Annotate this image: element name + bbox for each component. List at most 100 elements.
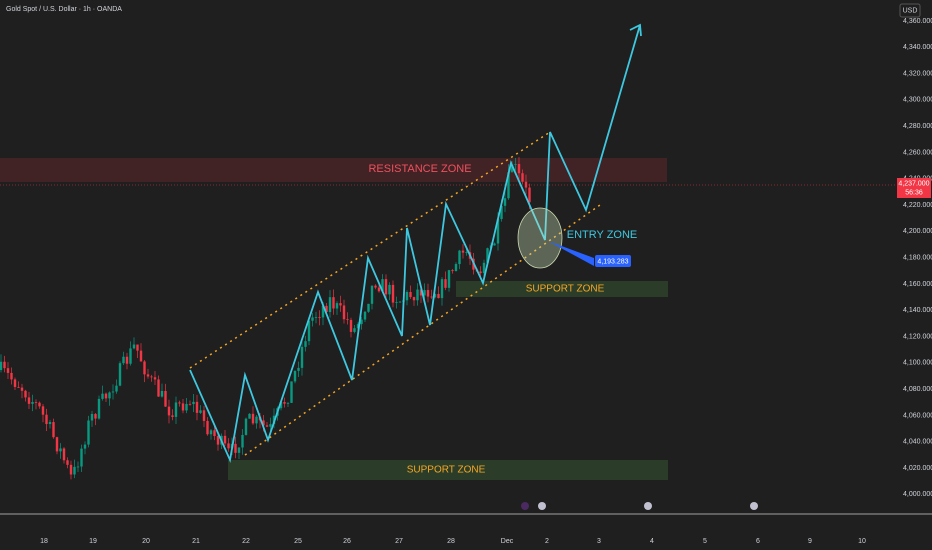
price-label: 4,040.000: [903, 439, 932, 446]
candle-body: [97, 398, 101, 419]
candle-body: [52, 422, 55, 438]
date-label: 20: [142, 538, 150, 545]
candle-body: [454, 264, 458, 272]
candle-body: [349, 319, 353, 332]
candle-body: [440, 279, 444, 299]
candle-body: [101, 393, 104, 399]
support-label: SUPPORT ZONE: [407, 465, 486, 476]
date-label: 9: [808, 538, 812, 545]
date-label: 6: [756, 538, 760, 545]
candle-body: [325, 305, 328, 313]
candle-body: [157, 379, 160, 397]
entry-circle: [517, 207, 563, 269]
candle-body: [398, 301, 402, 303]
candle-body: [13, 379, 17, 387]
date-label: 21: [192, 538, 200, 545]
candle-body: [433, 293, 437, 298]
current-price-tag: [897, 178, 931, 198]
candle-body: [76, 466, 80, 468]
candle-body: [423, 290, 426, 296]
candle-body: [62, 448, 66, 461]
candle-body: [90, 413, 94, 421]
date-label: 26: [343, 538, 351, 545]
date-label: 5: [703, 538, 707, 545]
entry-label: ENTRY ZONE: [567, 229, 638, 241]
candle-body: [395, 302, 398, 303]
candle-body: [55, 437, 59, 452]
candle-body: [262, 420, 265, 426]
candle-body: [486, 248, 489, 263]
price-label: 4,020.000: [903, 465, 932, 472]
projection-path: [189, 24, 641, 464]
candle-body: [339, 303, 342, 306]
time-axis: 18 19 20 21 22 25 26 27 28 Dec 2 3 4 5 6 9 10: [40, 538, 866, 545]
channel-bottom: [244, 204, 601, 456]
candle-body: [367, 303, 370, 312]
candle-body: [216, 436, 220, 445]
candle-body: [17, 386, 20, 388]
candle-body: [45, 414, 48, 425]
candle-body: [171, 415, 174, 417]
price-label: 4,060.000: [903, 412, 932, 419]
candle-body: [493, 243, 496, 246]
candle-body: [188, 403, 192, 405]
candle-body: [384, 279, 388, 295]
candle-body: [328, 297, 332, 313]
candle-body: [241, 434, 244, 448]
candle-body: [300, 346, 304, 368]
candle-body: [41, 406, 45, 415]
candle-body: [426, 290, 430, 297]
candle-body: [206, 420, 209, 435]
candle-body: [125, 356, 129, 364]
candle-body: [496, 219, 500, 244]
support-zone-lower: [228, 460, 668, 480]
candle-body: [346, 319, 349, 321]
candle-body: [34, 402, 38, 403]
price-label: 4,220.000: [903, 202, 932, 209]
candle-body: [20, 387, 24, 391]
candle-body: [409, 292, 412, 298]
candle-body: [311, 317, 314, 321]
candle-body: [167, 406, 171, 416]
price-label: 4,280.000: [903, 123, 932, 130]
candle-body: [524, 181, 528, 188]
candle-body: [307, 320, 311, 342]
candle-body: [244, 418, 248, 435]
candle-body: [363, 311, 367, 320]
resistance-zone: [0, 158, 667, 182]
candle-body: [388, 284, 391, 295]
candle-body: [10, 372, 13, 380]
entry-price-box: [595, 255, 631, 267]
candle-body: [181, 403, 185, 411]
candle-body: [517, 163, 521, 174]
candle-body: [146, 374, 150, 377]
candle-body: [227, 443, 230, 449]
event-icon: [538, 502, 546, 510]
candle-body: [286, 402, 290, 404]
candle-body: [164, 390, 167, 407]
candle-body: [132, 344, 136, 349]
candle-body: [391, 284, 395, 303]
candle-body: [31, 402, 34, 404]
candle-body: [461, 250, 465, 253]
candle-body: [69, 464, 73, 475]
date-label: 2: [545, 538, 549, 545]
candle-body: [6, 368, 10, 373]
date-label: 10: [858, 538, 866, 545]
candle-body: [412, 297, 416, 301]
candle-body: [202, 410, 206, 421]
candle-body: [447, 270, 451, 288]
candle-body: [136, 344, 139, 351]
candle-body: [223, 435, 227, 444]
candle-body: [48, 422, 52, 425]
candle-body: [3, 361, 6, 369]
candle-body: [111, 391, 115, 393]
candle-body: [174, 402, 178, 417]
candle-body: [356, 324, 360, 329]
candle-body: [248, 413, 251, 419]
candle-body: [444, 279, 447, 288]
candle-body: [437, 293, 440, 299]
candle-body: [381, 279, 384, 292]
candle-body: [528, 187, 531, 203]
